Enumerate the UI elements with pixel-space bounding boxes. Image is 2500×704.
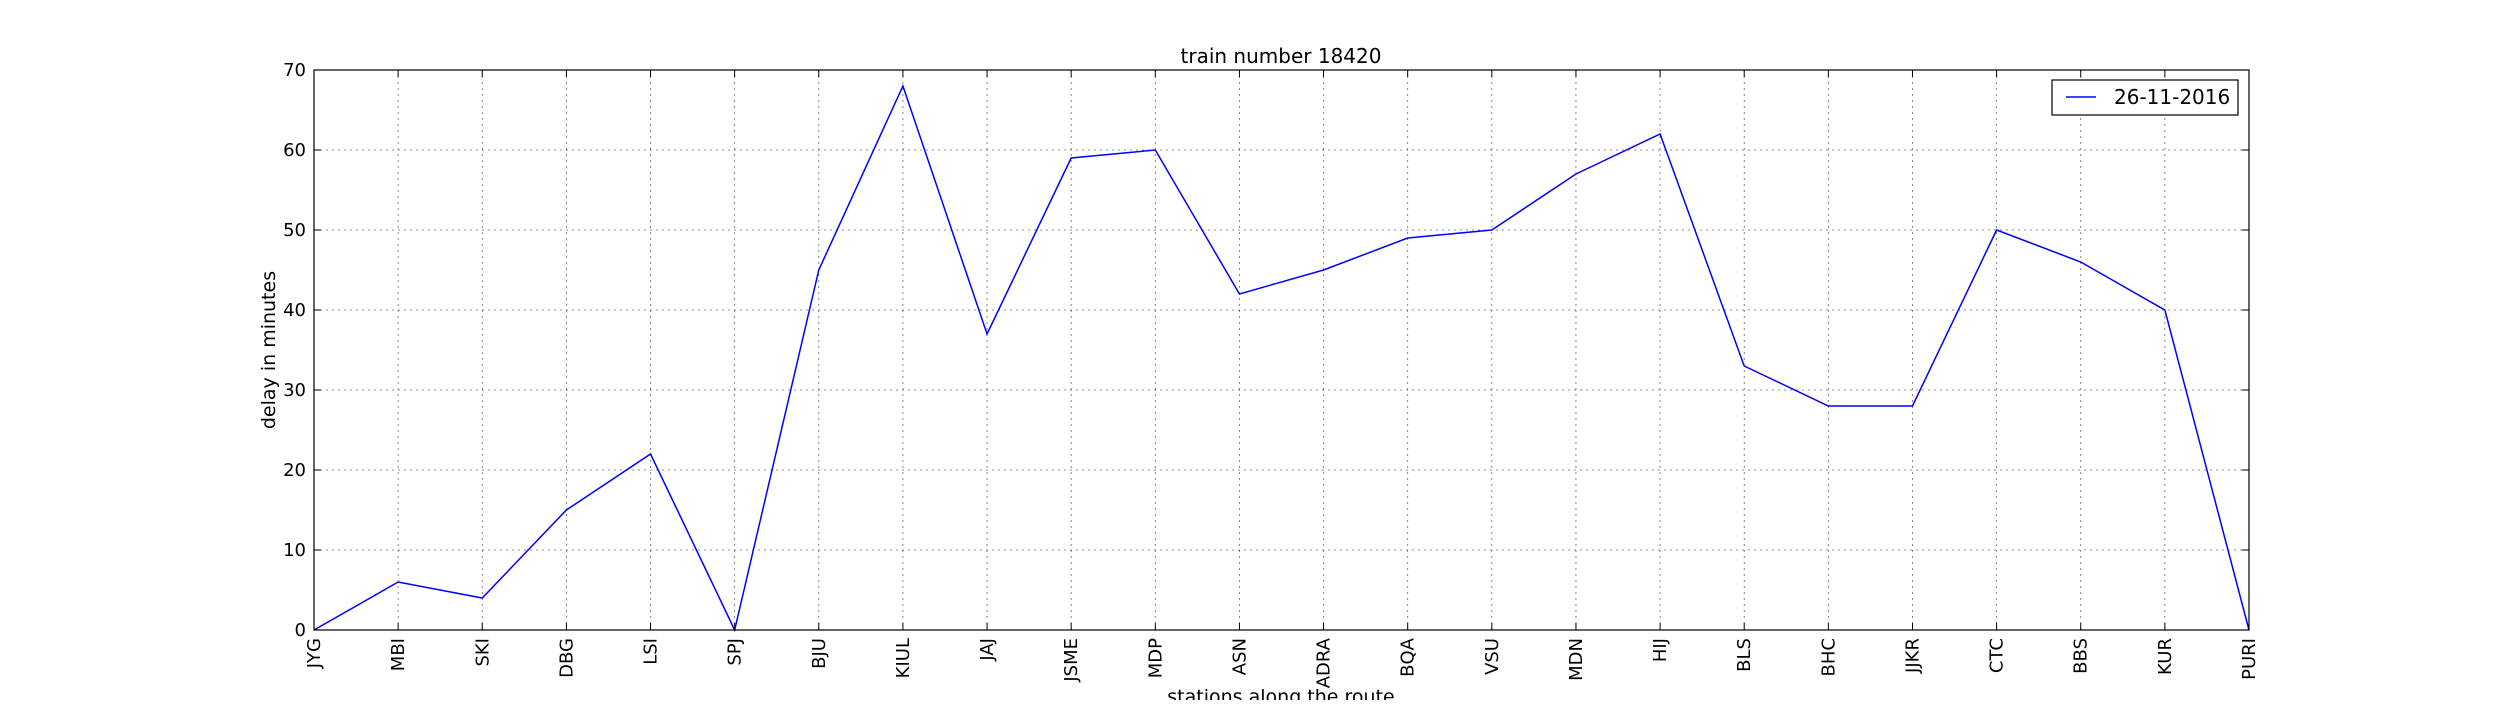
x-tick-label: MBI [388, 638, 409, 671]
x-tick-label: JYG [304, 638, 325, 669]
x-tick-label: HIJ [1650, 638, 1671, 662]
chart-title: train number 18420 [1181, 44, 1382, 68]
x-tick-label: MDN [1566, 638, 1587, 681]
x-tick-label: CTC [1987, 638, 2008, 673]
legend-label: 26-11-2016 [2114, 85, 2230, 109]
x-tick-label: KIUL [893, 638, 914, 678]
y-tick-label: 50 [283, 220, 306, 241]
x-tick-label: BJU [809, 638, 830, 669]
y-tick-label: 70 [283, 60, 306, 81]
legend: 26-11-2016 [2051, 79, 2239, 116]
x-tick-label: BBS [2071, 638, 2092, 674]
x-tick-label: JJKR [1902, 638, 1923, 674]
x-tick-label: SKI [472, 638, 493, 667]
tick-layer: JYG MBI SKI DBG LSI SPJ BJU KIUL JAJ JSME MDP ASN AD… [283, 60, 2260, 688]
x-tick-label: BQA [1398, 637, 1419, 677]
x-tick-label: VSU [1482, 638, 1503, 675]
x-tick-label: DBG [556, 638, 577, 678]
x-axis-label: stations along the route [1167, 686, 1394, 700]
y-axis-label: delay in minutes [258, 271, 280, 429]
y-tick-label: 30 [283, 380, 306, 401]
x-tick-label: JAJ [977, 638, 998, 662]
x-tick-label: JSME [1061, 638, 1082, 683]
y-tick-label: 60 [283, 140, 306, 161]
y-tick-label: 0 [295, 620, 306, 641]
x-tick-label: KUR [2155, 638, 2176, 675]
plot-frame [313, 69, 2250, 631]
series-line [313, 83, 2250, 633]
y-tick-label: 40 [283, 300, 306, 321]
x-tick-label: ADRA [1314, 637, 1335, 688]
x-tick-label: MDP [1145, 638, 1166, 678]
grid-lines [314, 70, 2249, 630]
x-tick-label: SPJ [725, 638, 746, 666]
x-tick-label: ASN [1229, 638, 1250, 675]
y-tick-label: 20 [283, 460, 306, 481]
y-tick-label: 10 [283, 540, 306, 561]
x-tick-label: BHC [1818, 638, 1839, 676]
series-layer [313, 83, 2250, 633]
x-tick-label: PURI [2239, 638, 2260, 680]
x-tick-label: BLS [1734, 638, 1755, 672]
x-tick-label: LSI [641, 638, 662, 665]
